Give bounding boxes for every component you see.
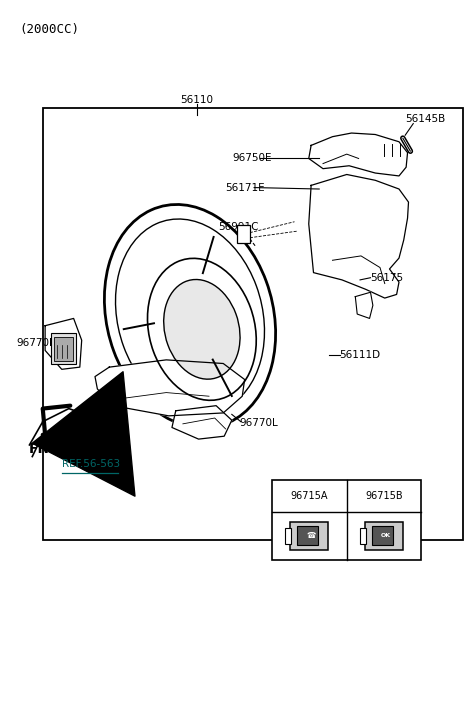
Text: (2000CC): (2000CC): [19, 23, 79, 36]
Bar: [272, 480, 421, 560]
Text: 56111D: 56111D: [340, 350, 381, 360]
Text: 56110: 56110: [180, 95, 214, 105]
Text: 56171E: 56171E: [226, 182, 265, 193]
Polygon shape: [43, 409, 85, 435]
Bar: [360, 528, 366, 544]
Ellipse shape: [115, 219, 265, 414]
Ellipse shape: [164, 279, 240, 379]
Polygon shape: [45, 318, 82, 369]
Text: OK: OK: [381, 534, 391, 538]
Text: FR.: FR.: [28, 442, 54, 457]
Text: 96715A: 96715A: [290, 491, 328, 501]
Polygon shape: [355, 292, 373, 318]
Text: 56991C: 56991C: [218, 222, 259, 232]
Ellipse shape: [148, 258, 256, 401]
Text: 56175: 56175: [370, 273, 404, 283]
Polygon shape: [309, 174, 408, 298]
Bar: [51, 333, 76, 364]
Bar: [43, 108, 463, 540]
Polygon shape: [95, 360, 245, 416]
Bar: [237, 225, 250, 243]
Text: 96750E: 96750E: [233, 153, 272, 164]
Text: 96715B: 96715B: [365, 491, 403, 501]
Bar: [297, 526, 318, 545]
Text: 96770R: 96770R: [17, 338, 57, 348]
Polygon shape: [309, 133, 408, 176]
Text: ☎: ☎: [307, 531, 316, 540]
FancyBboxPatch shape: [290, 522, 328, 550]
Bar: [371, 526, 393, 545]
Text: REF.56-563: REF.56-563: [62, 459, 120, 469]
Polygon shape: [172, 406, 232, 439]
Text: 56145B: 56145B: [405, 113, 446, 124]
Bar: [54, 337, 73, 361]
FancyBboxPatch shape: [365, 522, 403, 550]
Text: 96770L: 96770L: [240, 418, 279, 428]
Bar: [285, 528, 291, 544]
